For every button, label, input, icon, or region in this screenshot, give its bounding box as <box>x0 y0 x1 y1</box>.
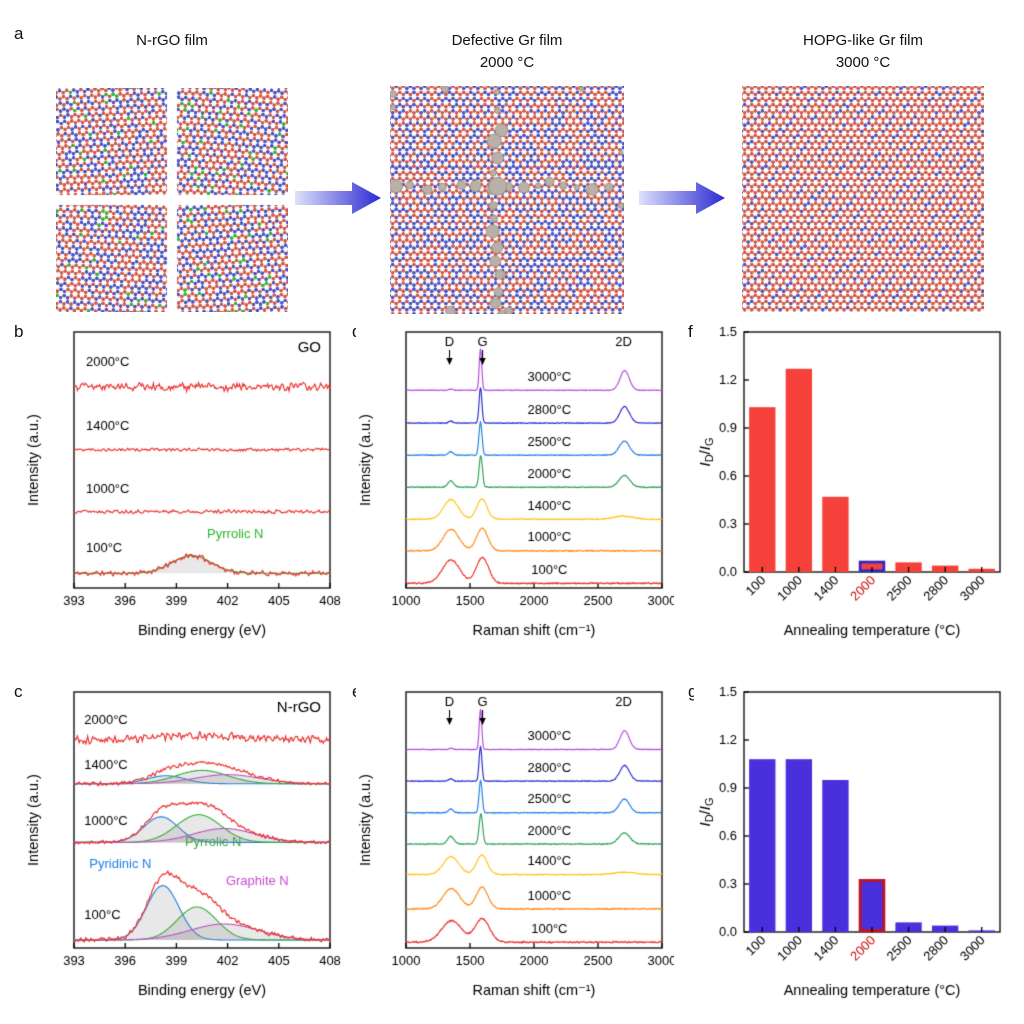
structure-caption-hopg: HOPG-like Gr film 3000 °C <box>742 30 984 74</box>
panel-letter-a: a <box>14 24 24 43</box>
structure-title: Defective Gr film <box>451 32 563 49</box>
panel-letter-c: c <box>14 682 23 701</box>
process-arrow-2 <box>639 182 725 214</box>
structure-title: HOPG-like Gr film <box>803 32 923 49</box>
defective-gr-film-structure-image <box>390 86 624 314</box>
panel-letter-b: b <box>14 322 24 341</box>
hopg-gr-film-structure-image <box>742 86 984 312</box>
xps-nrgo-chart <box>24 678 342 1002</box>
idig-go-bar-chart <box>694 318 1016 642</box>
nrgo-film-structure-image <box>56 88 288 312</box>
raman-nrgo-chart <box>356 678 674 1002</box>
idig-nrgo-bar-chart <box>694 678 1016 1002</box>
structure-caption-defective: Defective Gr film 2000 °C <box>390 30 624 74</box>
process-arrow-1 <box>295 182 381 214</box>
structure-subtitle: 3000 °C <box>835 53 891 71</box>
structure-subtitle: 2000 °C <box>479 53 535 71</box>
xps-go-chart <box>24 318 342 642</box>
panel-letter-f: f <box>688 322 693 341</box>
structure-title: N-rGO film <box>136 32 208 49</box>
structure-caption-nrgo: N-rGO film <box>56 30 288 52</box>
raman-go-chart <box>356 318 674 642</box>
panel-letter-g: g <box>688 682 698 701</box>
